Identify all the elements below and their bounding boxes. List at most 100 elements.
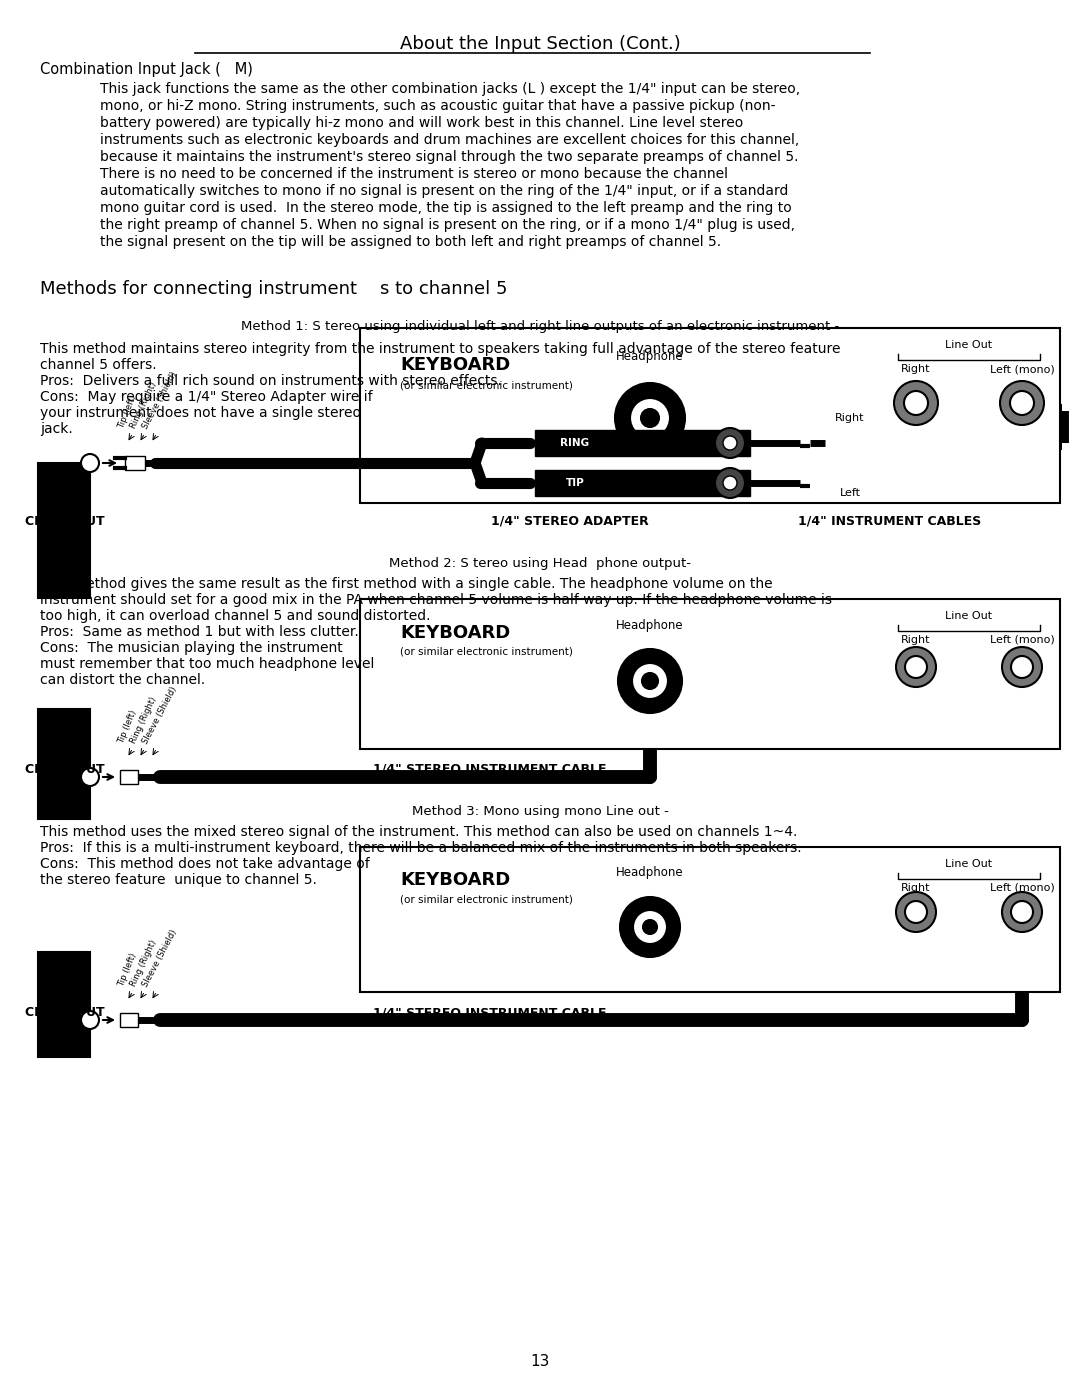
Text: KEYBOARD: KEYBOARD xyxy=(400,624,510,643)
Text: Tip (left): Tip (left) xyxy=(117,708,138,745)
Text: Right: Right xyxy=(901,883,931,893)
Text: battery powered) are typically hi-z mono and will work best in this channel. Lin: battery powered) are typically hi-z mono… xyxy=(100,116,743,130)
Text: About the Input Section (Cont.): About the Input Section (Cont.) xyxy=(400,35,680,53)
Circle shape xyxy=(905,901,927,923)
Bar xyxy=(360,328,1059,503)
Text: Line Out: Line Out xyxy=(945,339,993,351)
Text: can distort the channel.: can distort the channel. xyxy=(40,673,205,687)
Text: Pros:  Same as method 1 but with less clutter.: Pros: Same as method 1 but with less clu… xyxy=(40,624,359,638)
Circle shape xyxy=(633,909,667,944)
Text: Ring (Right): Ring (Right) xyxy=(129,939,159,988)
Text: Line Out: Line Out xyxy=(945,610,993,622)
Text: mono, or hi-Z mono. String instruments, such as acoustic guitar that have a pass: mono, or hi-Z mono. String instruments, … xyxy=(100,99,775,113)
Text: This method maintains stereo integrity from the instrument to speakers taking fu: This method maintains stereo integrity f… xyxy=(40,342,840,356)
Bar xyxy=(360,599,1059,749)
Text: Tip (left): Tip (left) xyxy=(117,951,138,988)
Text: Left: Left xyxy=(839,488,861,497)
Text: Method 2: S tereo using Head  phone output-: Method 2: S tereo using Head phone outpu… xyxy=(389,557,691,570)
Text: instrument should set for a good mix in the PA when channel 5 volume is half way: instrument should set for a good mix in … xyxy=(40,592,832,608)
Text: Ring (Right): Ring (Right) xyxy=(129,696,159,745)
Circle shape xyxy=(81,1011,99,1030)
Text: the signal present on the tip will be assigned to both left and right preamps of: the signal present on the tip will be as… xyxy=(100,235,721,249)
Circle shape xyxy=(904,391,928,415)
Text: your instrument does not have a single stereo: your instrument does not have a single s… xyxy=(40,407,361,420)
Text: (or similar electronic instrument): (or similar electronic instrument) xyxy=(400,894,572,904)
Circle shape xyxy=(723,436,737,450)
Text: Methods for connecting instrument    s to channel 5: Methods for connecting instrument s to c… xyxy=(40,279,508,298)
Circle shape xyxy=(643,921,657,935)
Bar xyxy=(120,770,138,784)
Text: Left (mono): Left (mono) xyxy=(989,883,1054,893)
Text: Ring (Right): Ring (Right) xyxy=(129,380,159,430)
Text: Headphone: Headphone xyxy=(617,619,684,631)
Text: the right preamp of channel 5. When no signal is present on the ring, or if a mo: the right preamp of channel 5. When no s… xyxy=(100,218,795,232)
Text: too high, it can overload channel 5 and sound distorted.: too high, it can overload channel 5 and … xyxy=(40,609,431,623)
Bar xyxy=(38,462,90,598)
Text: Method 1: S tereo using individual left and right line outputs of an electronic : Method 1: S tereo using individual left … xyxy=(241,320,839,332)
Circle shape xyxy=(620,897,680,957)
Bar xyxy=(125,455,145,469)
Text: 1/4" INSTRUMENT CABLES: 1/4" INSTRUMENT CABLES xyxy=(798,515,982,528)
Text: Headphone: Headphone xyxy=(617,351,684,363)
Circle shape xyxy=(896,893,936,932)
Text: automatically switches to mono if no signal is present on the ring of the 1/4" i: automatically switches to mono if no sig… xyxy=(100,184,788,198)
Text: Cons:  This method does not take advantage of: Cons: This method does not take advantag… xyxy=(40,856,369,870)
Text: 1/4" STEREO INSTRUMENT CABLE: 1/4" STEREO INSTRUMENT CABLE xyxy=(374,763,607,775)
Text: Method 3: Mono using mono Line out -: Method 3: Mono using mono Line out - xyxy=(411,805,669,819)
Bar xyxy=(535,430,750,455)
Text: CH 5 INPUT: CH 5 INPUT xyxy=(25,1006,105,1018)
Circle shape xyxy=(723,476,737,490)
Text: (or similar electronic instrument): (or similar electronic instrument) xyxy=(400,380,572,390)
Circle shape xyxy=(896,647,936,687)
Text: (or similar electronic instrument): (or similar electronic instrument) xyxy=(400,647,572,657)
Text: Right: Right xyxy=(901,636,931,645)
Circle shape xyxy=(894,381,939,425)
Text: RING: RING xyxy=(561,439,590,448)
Text: Tip (left): Tip (left) xyxy=(117,394,138,430)
Text: KEYBOARD: KEYBOARD xyxy=(400,356,510,374)
Text: Sleeve (Shield): Sleeve (Shield) xyxy=(141,928,179,988)
Text: 13: 13 xyxy=(530,1354,550,1369)
Circle shape xyxy=(81,768,99,787)
Text: Line Out: Line Out xyxy=(945,859,993,869)
Text: instruments such as electronic keyboards and drum machines are excellent choices: instruments such as electronic keyboards… xyxy=(100,133,799,147)
Text: This method uses the mixed stereo signal of the instrument. This method can also: This method uses the mixed stereo signal… xyxy=(40,826,797,840)
Bar xyxy=(120,1013,138,1027)
Circle shape xyxy=(715,427,745,458)
Text: Combination Input Jack (   M): Combination Input Jack ( M) xyxy=(40,61,253,77)
Circle shape xyxy=(1002,647,1042,687)
Text: channel 5 offers.: channel 5 offers. xyxy=(40,358,157,372)
Text: CH 5 INPUT: CH 5 INPUT xyxy=(25,515,105,528)
Text: Left (mono): Left (mono) xyxy=(989,365,1054,374)
Circle shape xyxy=(632,664,669,698)
Circle shape xyxy=(1000,381,1044,425)
Text: Left (mono): Left (mono) xyxy=(989,636,1054,645)
Text: because it maintains the instrument's stereo signal through the two separate pre: because it maintains the instrument's st… xyxy=(100,149,798,163)
Bar xyxy=(38,710,90,819)
Text: Pros:  Delivers a full rich sound on instruments with stereo effects.: Pros: Delivers a full rich sound on inst… xyxy=(40,374,502,388)
Text: Cons:  The musician playing the instrument: Cons: The musician playing the instrumen… xyxy=(40,641,342,655)
Circle shape xyxy=(618,650,681,712)
Text: Headphone: Headphone xyxy=(617,866,684,879)
Text: CH 5 INPUT: CH 5 INPUT xyxy=(25,763,105,775)
Circle shape xyxy=(1011,901,1032,923)
Circle shape xyxy=(642,409,659,427)
Text: Sleeve (Shield): Sleeve (Shield) xyxy=(141,370,179,430)
Bar xyxy=(535,469,750,496)
Circle shape xyxy=(905,657,927,678)
Text: 1/4" STEREO ADAPTER: 1/4" STEREO ADAPTER xyxy=(491,515,649,528)
Circle shape xyxy=(1002,893,1042,932)
Text: TIP: TIP xyxy=(566,478,584,488)
Text: Right: Right xyxy=(901,365,931,374)
Text: This method gives the same result as the first method with a single cable. The h: This method gives the same result as the… xyxy=(40,577,772,591)
Text: must remember that too much headphone level: must remember that too much headphone le… xyxy=(40,657,375,671)
Text: Right: Right xyxy=(835,414,865,423)
Text: Pros:  If this is a multi-instrument keyboard, there will be a balanced mix of t: Pros: If this is a multi-instrument keyb… xyxy=(40,841,801,855)
Circle shape xyxy=(615,383,685,453)
Circle shape xyxy=(1010,391,1034,415)
Bar xyxy=(360,847,1059,992)
Text: Sleeve (Shield): Sleeve (Shield) xyxy=(141,685,179,745)
Text: the stereo feature  unique to channel 5.: the stereo feature unique to channel 5. xyxy=(40,873,316,887)
Circle shape xyxy=(715,468,745,497)
Text: KEYBOARD: KEYBOARD xyxy=(400,870,510,888)
